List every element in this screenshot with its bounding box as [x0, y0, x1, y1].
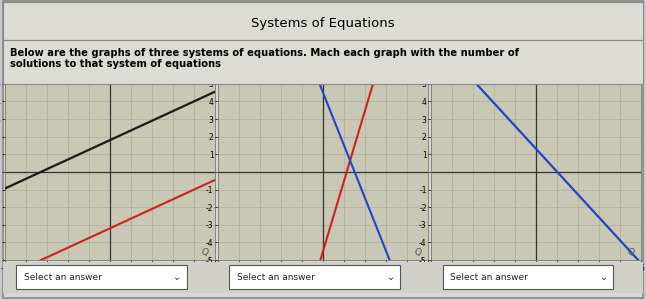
- Text: Select an answer: Select an answer: [450, 272, 528, 282]
- Text: Below are the graphs of three systems of equations. Mach each graph with the num: Below are the graphs of three systems of…: [10, 48, 519, 69]
- Text: Q: Q: [628, 248, 635, 257]
- Text: ⌄: ⌄: [386, 272, 395, 282]
- Text: ⌄: ⌄: [173, 272, 182, 282]
- Text: Select an answer: Select an answer: [237, 272, 315, 282]
- Text: Systems of Equations: Systems of Equations: [251, 17, 395, 30]
- Text: Q: Q: [202, 248, 209, 257]
- Text: Select an answer: Select an answer: [24, 272, 102, 282]
- Text: ⌄: ⌄: [599, 272, 608, 282]
- Text: Q: Q: [415, 248, 422, 257]
